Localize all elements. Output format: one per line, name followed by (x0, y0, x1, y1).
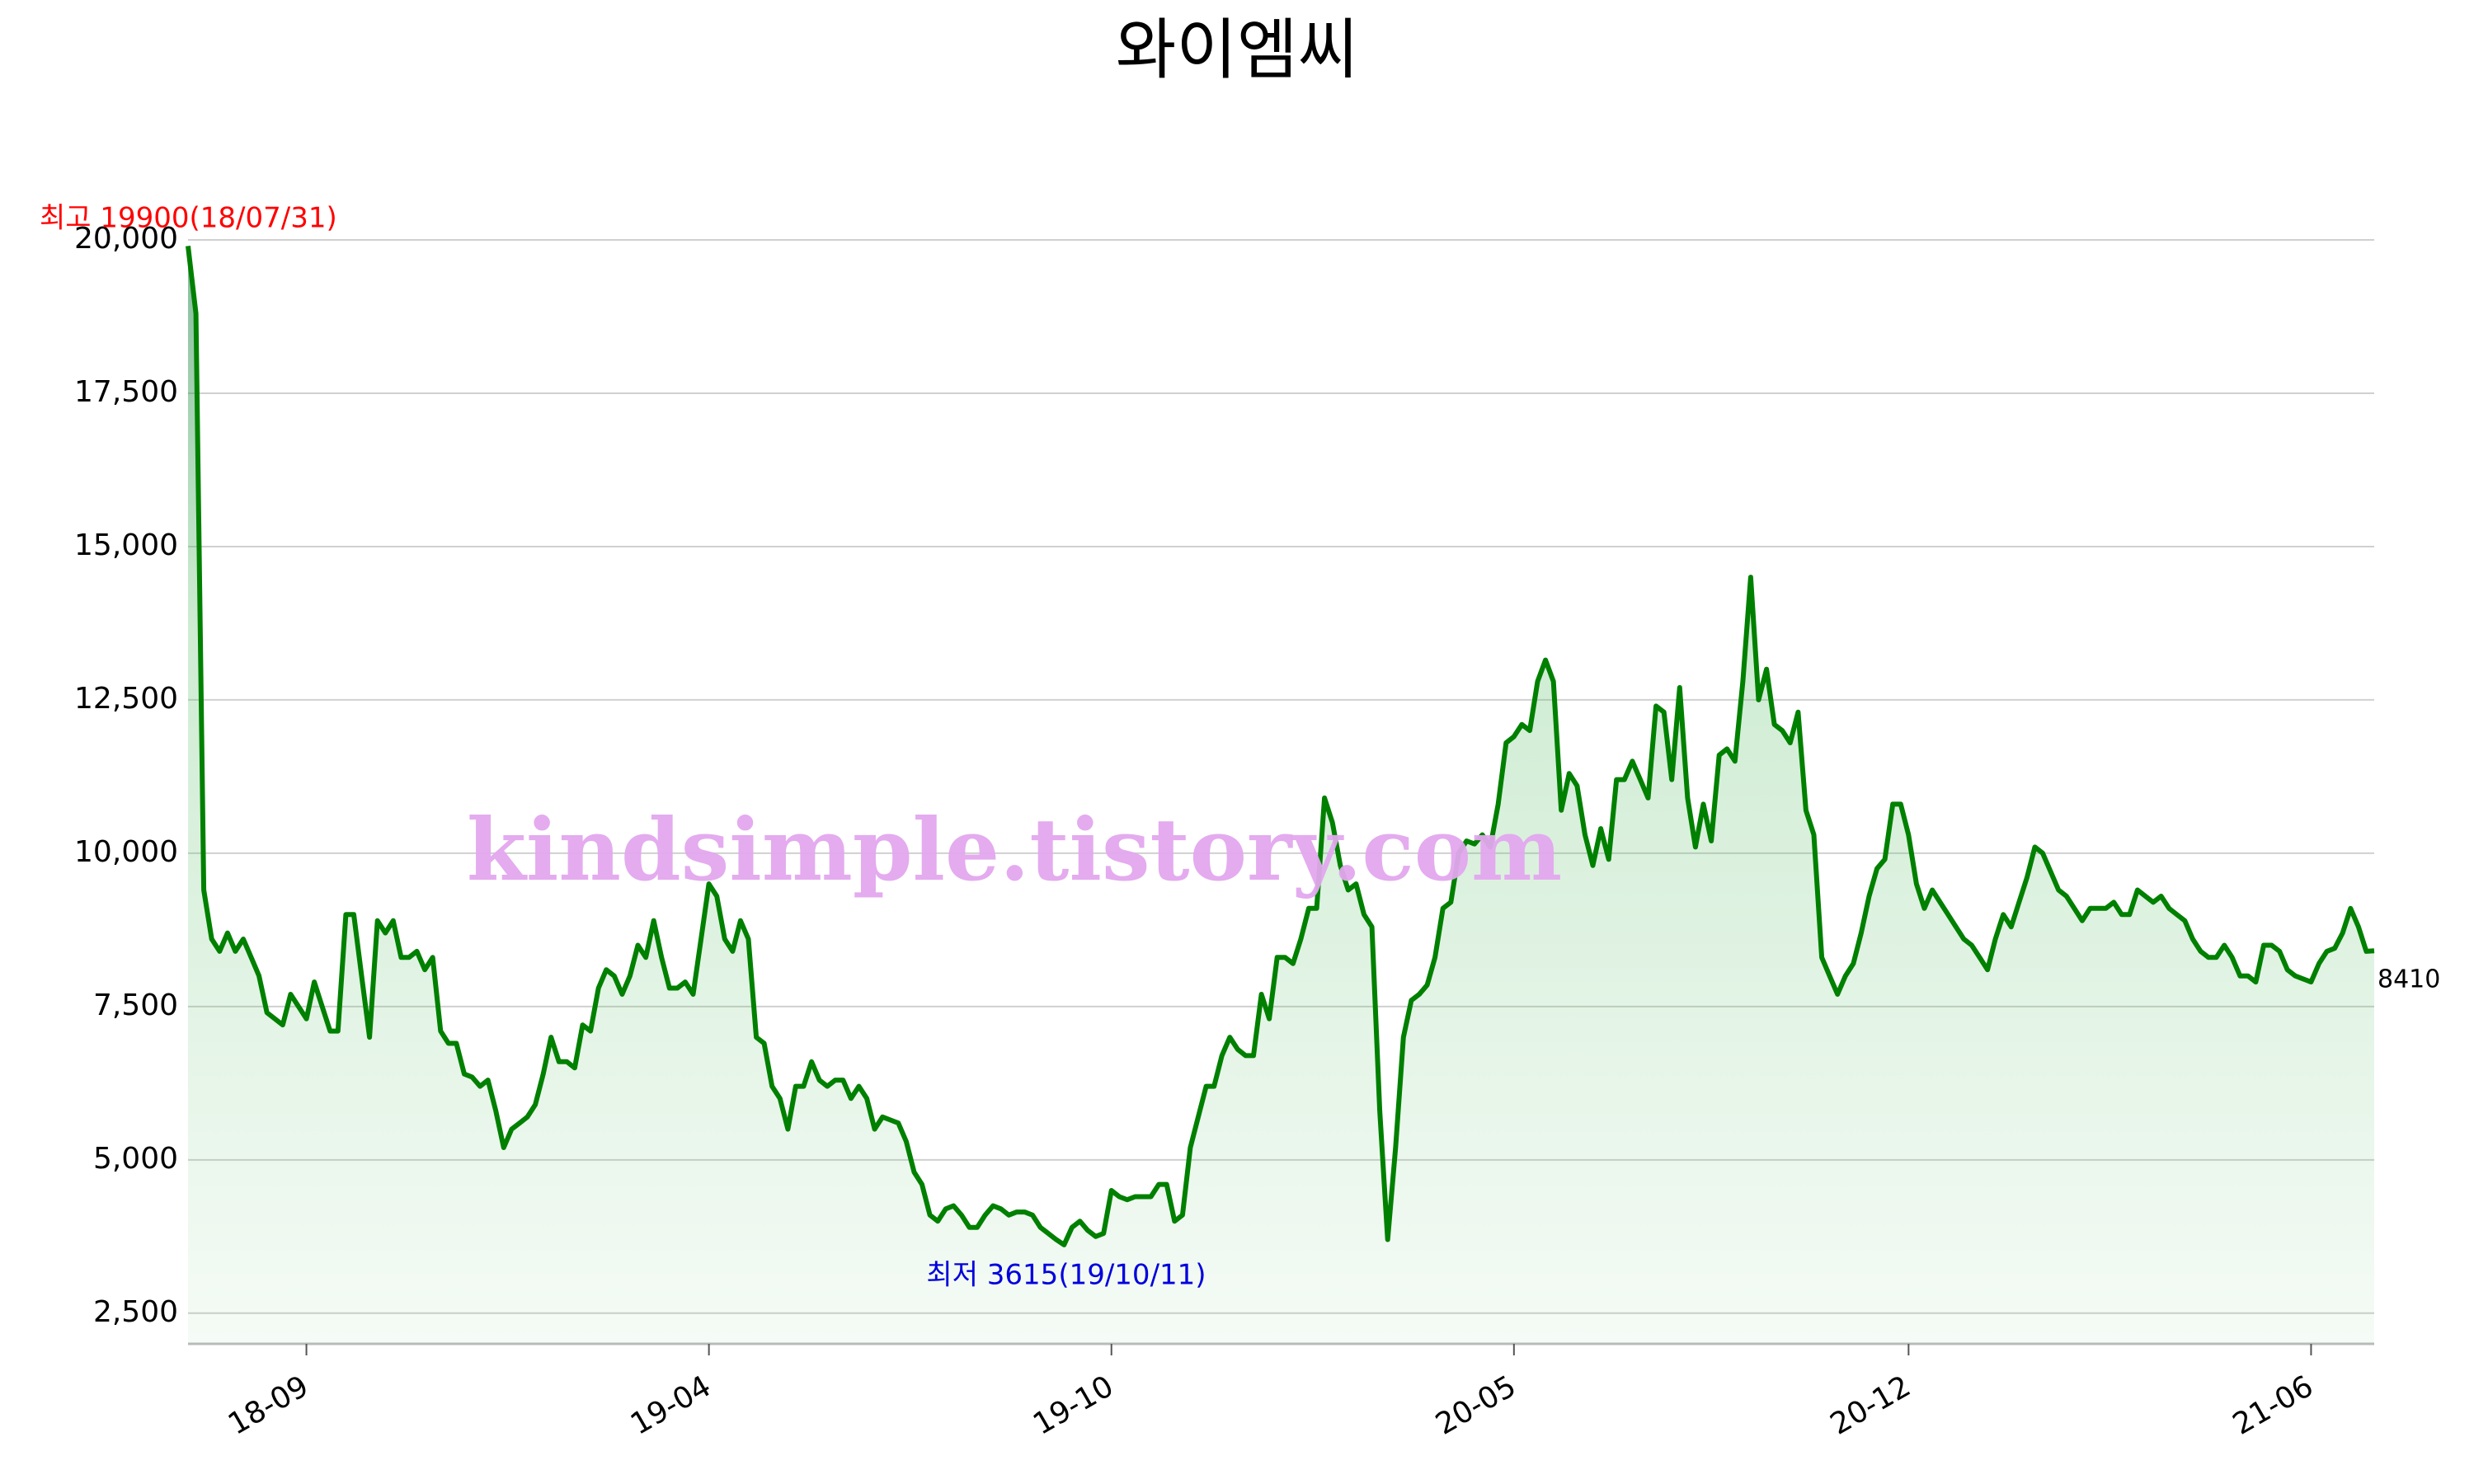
price-line (186, 246, 2375, 1247)
area-fill (188, 246, 2374, 1344)
max-annotation: 최고 19900(18/07/31) (40, 202, 337, 235)
y-tick-label: 10,000 (74, 835, 178, 869)
last-value-label: 8410 (2378, 965, 2440, 994)
chart-title: 와이엠씨 (1116, 12, 1358, 88)
x-tick-label: 19-10 (1028, 1369, 1119, 1442)
x-tick-label: 19-04 (625, 1369, 717, 1442)
x-tick-label: 20-05 (1430, 1369, 1522, 1442)
y-tick-label: 2,500 (93, 1295, 178, 1329)
y-tick-label: 12,500 (74, 682, 178, 716)
y-tick-label: 15,000 (74, 528, 178, 562)
y-tick-label: 5,000 (93, 1142, 178, 1176)
watermark: kindsimple.tistory.com (467, 799, 1562, 900)
y-tick-label: 20,000 (74, 222, 178, 256)
min-annotation: 최저 3615(19/10/11) (926, 1259, 1206, 1292)
x-tick-label: 20-12 (1825, 1369, 1917, 1442)
x-tick-label: 21-06 (2227, 1369, 2319, 1442)
y-tick-label: 17,500 (74, 375, 178, 409)
x-tick-label: 18-09 (223, 1369, 314, 1442)
y-tick-label: 7,500 (93, 989, 178, 1022)
